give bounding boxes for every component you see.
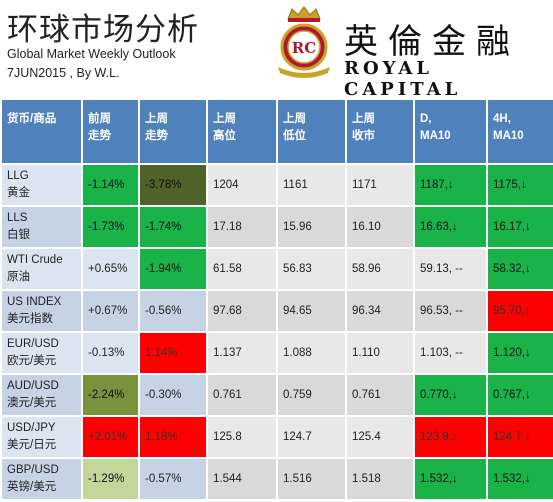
last-week-trend-cell: 1.18% [138, 415, 208, 459]
header-last-week-trend: 上周 走势 [138, 98, 208, 165]
svg-text:RC: RC [292, 39, 316, 57]
market-outlook-table: 货币/商品 前周 走势 上周 走势 上周 高位 上周 低位 上周 收市 D, MA10 4H… [0, 98, 553, 501]
table-row: WTI Crude 原油 +0.65% -1.94% 61.58 56.83 58… [0, 247, 553, 291]
header-last-week-low: 上周 低位 [276, 98, 347, 165]
table-row: AUD/USD 澳元/美元 -2.24% -0.30% 0.761 0.759 0… [0, 373, 553, 417]
header-last-week-high: 上周 高位 [206, 98, 278, 165]
low-cell: 1161 [276, 163, 347, 207]
4h-ma10-cell: 1.120,↓ [486, 331, 553, 375]
close-cell: 1171 [345, 163, 415, 207]
last-week-trend-cell: -1.74% [138, 205, 208, 249]
instrument-cell: LLS 白银 [0, 205, 83, 249]
high-cell: 61.58 [206, 247, 278, 291]
date-author: 7JUN2015 , By W.L. [7, 66, 120, 80]
header-4h-ma10: 4H, MA10 [486, 98, 553, 165]
4h-ma10-cell: 1175,↓ [486, 163, 553, 207]
prev-week-trend-cell: +2.01% [81, 415, 140, 459]
high-cell: 1.544 [206, 457, 278, 501]
low-cell: 56.83 [276, 247, 347, 291]
instrument-cell: EUR/USD 欧元/美元 [0, 331, 83, 375]
last-week-trend-cell: -0.57% [138, 457, 208, 501]
table-row: USD/JPY 美元/日元 +2.01% 1.18% 125.8 124.7 12… [0, 415, 553, 459]
last-week-trend-cell: -0.30% [138, 373, 208, 417]
daily-ma10-cell: 0.770,↓ [413, 373, 488, 417]
prev-week-trend-cell: +0.67% [81, 289, 140, 333]
high-cell: 97.68 [206, 289, 278, 333]
4h-ma10-cell: 124.7,↑ [486, 415, 553, 459]
table-header-row: 货币/商品 前周 走势 上周 走势 上周 高位 上周 低位 上周 收市 D, MA10 4H… [0, 98, 553, 165]
high-cell: 1.137 [206, 331, 278, 375]
daily-ma10-cell: 123.9,↑ [413, 415, 488, 459]
prev-week-trend-cell: -0.13% [81, 331, 140, 375]
high-cell: 125.8 [206, 415, 278, 459]
table-row: EUR/USD 欧元/美元 -0.13% 1.14% 1.137 1.088 1.… [0, 331, 553, 375]
close-cell: 1.110 [345, 331, 415, 375]
header-prev-week-trend: 前周 走势 [81, 98, 140, 165]
4h-ma10-cell: 1.532,↓ [486, 457, 553, 501]
low-cell: 1.088 [276, 331, 347, 375]
prev-week-trend-cell: -1.14% [81, 163, 140, 207]
close-cell: 96.34 [345, 289, 415, 333]
4h-ma10-cell: 95.70,↑ [486, 289, 553, 333]
royal-capital-crest-logo: RC [278, 6, 330, 78]
daily-ma10-cell: 1.532,↓ [413, 457, 488, 501]
high-cell: 17.18 [206, 205, 278, 249]
4h-ma10-cell: 0.767,↓ [486, 373, 553, 417]
instrument-cell: AUD/USD 澳元/美元 [0, 373, 83, 417]
daily-ma10-cell: 96.53, -- [413, 289, 488, 333]
table-row: US INDEX 美元指数 +0.67% -0.56% 97.68 94.65 9… [0, 289, 553, 333]
close-cell: 125.4 [345, 415, 415, 459]
low-cell: 15.96 [276, 205, 347, 249]
page-subtitle: Global Market Weekly Outlook [7, 47, 176, 61]
low-cell: 124.7 [276, 415, 347, 459]
instrument-cell: WTI Crude 原油 [0, 247, 83, 291]
high-cell: 1204 [206, 163, 278, 207]
close-cell: 1.518 [345, 457, 415, 501]
last-week-trend-cell: 1.14% [138, 331, 208, 375]
table-row: GBP/USD 英镑/美元 -1.29% -0.57% 1.544 1.516 1… [0, 457, 553, 501]
brand-name-chinese: 英倫金融 [344, 22, 520, 62]
instrument-cell: GBP/USD 英镑/美元 [0, 457, 83, 501]
close-cell: 0.761 [345, 373, 415, 417]
page-header: 环球市场分析 Global Market Weekly Outlook 7JUN… [0, 0, 553, 100]
daily-ma10-cell: 59.13, -- [413, 247, 488, 291]
4h-ma10-cell: 16.17,↓ [486, 205, 553, 249]
prev-week-trend-cell: +0.65% [81, 247, 140, 291]
header-instrument: 货币/商品 [0, 98, 83, 165]
last-week-trend-cell: -3.78% [138, 163, 208, 207]
daily-ma10-cell: 1187,↓ [413, 163, 488, 207]
instrument-cell: US INDEX 美元指数 [0, 289, 83, 333]
close-cell: 58.96 [345, 247, 415, 291]
prev-week-trend-cell: -2.24% [81, 373, 140, 417]
daily-ma10-cell: 1.103, -- [413, 331, 488, 375]
close-cell: 16.10 [345, 205, 415, 249]
table-row: LLG 黄金 -1.14% -3.78% 1204 1161 1171 1187,… [0, 163, 553, 207]
last-week-trend-cell: -1.94% [138, 247, 208, 291]
prev-week-trend-cell: -1.29% [81, 457, 140, 501]
header-daily-ma10: D, MA10 [413, 98, 488, 165]
instrument-cell: LLG 黄金 [0, 163, 83, 207]
high-cell: 0.761 [206, 373, 278, 417]
header-last-week-close: 上周 收市 [345, 98, 415, 165]
page-title: 环球市场分析 [7, 12, 199, 48]
daily-ma10-cell: 16.63,↓ [413, 205, 488, 249]
last-week-trend-cell: -0.56% [138, 289, 208, 333]
brand-name-english: ROYAL CAPITAL [344, 58, 462, 100]
4h-ma10-cell: 58.32,↓ [486, 247, 553, 291]
low-cell: 1.516 [276, 457, 347, 501]
table-row: LLS 白银 -1.73% -1.74% 17.18 15.96 16.10 16… [0, 205, 553, 249]
prev-week-trend-cell: -1.73% [81, 205, 140, 249]
low-cell: 94.65 [276, 289, 347, 333]
instrument-cell: USD/JPY 美元/日元 [0, 415, 83, 459]
low-cell: 0.759 [276, 373, 347, 417]
